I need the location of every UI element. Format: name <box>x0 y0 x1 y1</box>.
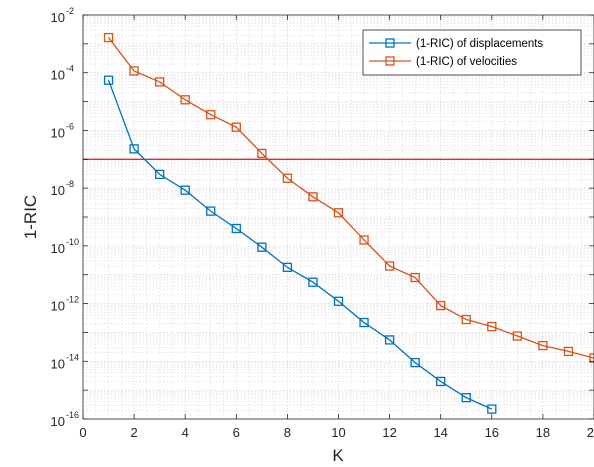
marker-displacements <box>487 404 497 414</box>
legend-label-displacements: (1-RIC) of displacements <box>416 38 543 50</box>
x-tick-label: 10 <box>331 425 345 440</box>
marker-velocities <box>512 331 522 341</box>
marker-displacements <box>103 75 114 85</box>
x-tick-label: 0 <box>79 425 86 440</box>
marker-displacements <box>461 392 471 403</box>
y-tick-label: 10 <box>51 183 65 198</box>
marker-velocities <box>231 122 241 132</box>
marker-displacements <box>384 335 395 345</box>
marker-displacements <box>333 296 344 306</box>
y-tick-label: 10 <box>51 125 65 140</box>
marker-velocities <box>154 77 165 87</box>
legend-label-velocities: (1-RIC) of velocities <box>416 56 517 68</box>
y-tick-exponent: -14 <box>66 352 79 362</box>
marker-velocities <box>180 95 190 105</box>
x-tick-label: 12 <box>382 425 396 440</box>
marker-velocities <box>410 272 420 283</box>
y-tick-exponent: -8 <box>66 179 74 189</box>
y-axis-title: 1-RIC <box>21 195 40 239</box>
marker-velocities <box>333 208 344 218</box>
y-tick-label: 10 <box>51 414 65 429</box>
marker-displacements <box>154 169 165 180</box>
x-tick-labels: 0 2 4 6 8 10 12 14 16 18 20 <box>79 425 594 440</box>
marker-velocities <box>257 148 267 159</box>
y-tick-exponent: -12 <box>66 295 79 305</box>
x-axis-title: K <box>332 446 344 465</box>
y-tick-label: 10 <box>51 299 65 314</box>
y-tick-label: 10 <box>51 10 65 25</box>
legend-box <box>362 29 582 76</box>
marker-velocities <box>103 32 114 43</box>
marker-displacements <box>359 317 369 328</box>
y-tick-label: 10 <box>51 68 65 83</box>
y-tick-label: 10 <box>51 241 65 256</box>
x-tick-label: 2 <box>130 425 137 440</box>
x-tick-label: 14 <box>433 425 447 440</box>
series-layer <box>103 32 594 414</box>
ticks-layer <box>82 14 594 420</box>
marker-velocities <box>282 173 293 183</box>
marker-displacements <box>308 277 318 287</box>
x-tick-label: 6 <box>233 425 240 440</box>
marker-displacements <box>436 376 446 387</box>
marker-displacements <box>180 185 190 195</box>
marker-displacements <box>206 206 216 216</box>
x-tick-label: 4 <box>182 425 189 440</box>
marker-velocities <box>589 353 594 363</box>
legend: (1-RIC) of displacements (1-RIC) of velo… <box>362 29 582 76</box>
series-line-displacements <box>107 79 493 410</box>
marker-displacements <box>231 223 241 234</box>
marker-displacements <box>129 144 139 154</box>
y-tick-exponent: -10 <box>66 237 79 247</box>
y-tick-exponent: -2 <box>66 6 74 16</box>
marker-velocities <box>563 346 574 357</box>
marker-displacements <box>282 262 293 272</box>
marker-displacements <box>410 357 420 368</box>
marker-displacements <box>257 242 267 252</box>
marker-velocities <box>129 66 139 76</box>
y-tick-exponent: -6 <box>66 121 74 131</box>
y-tick-label: 10 <box>51 356 65 371</box>
x-tick-label: 20 <box>587 425 594 440</box>
marker-velocities <box>487 321 497 332</box>
marker-velocities <box>359 235 369 245</box>
marker-velocities <box>538 340 548 351</box>
marker-velocities <box>461 314 471 325</box>
legend-marker-velocities <box>385 56 395 66</box>
y-tick-exponent: -4 <box>66 64 74 74</box>
marker-velocities <box>384 261 395 271</box>
x-tick-label: 18 <box>536 425 550 440</box>
x-tick-label: 16 <box>485 425 499 440</box>
marker-velocities <box>308 192 318 202</box>
x-tick-label: 8 <box>284 425 291 440</box>
marker-velocities <box>206 110 216 120</box>
y-tick-exponent: -16 <box>66 410 79 420</box>
legend-marker-displacements <box>385 38 395 48</box>
marker-velocities <box>436 300 446 311</box>
